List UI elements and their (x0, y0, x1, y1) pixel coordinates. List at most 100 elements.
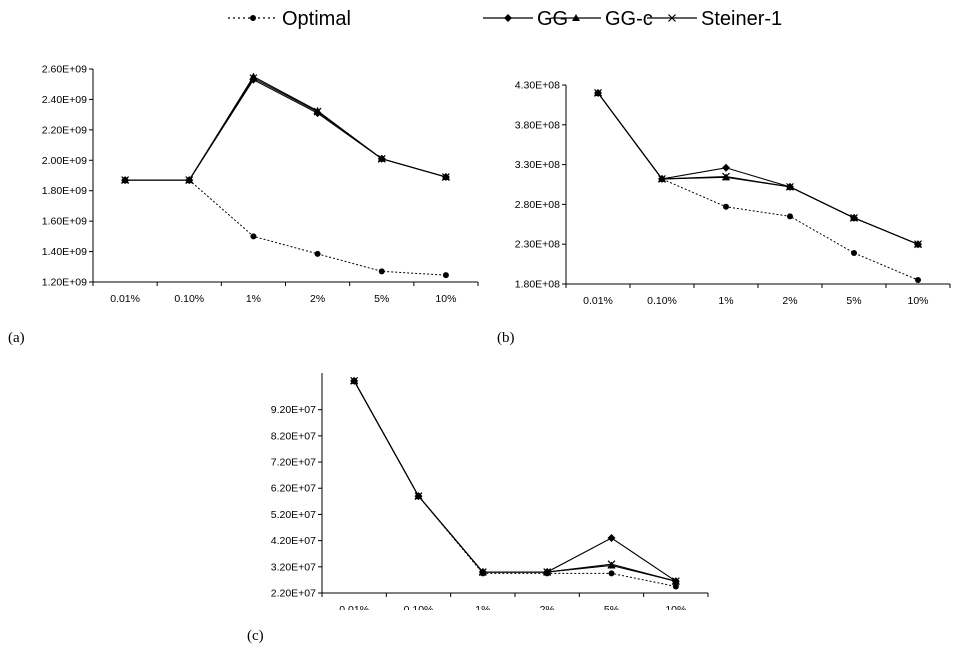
data-point-optimal (608, 570, 615, 577)
y-tick-label: 5.20E+07 (271, 509, 316, 521)
data-point-steiner-1 (414, 492, 423, 501)
panel-label-a: (a) (8, 330, 25, 346)
x-tick-label: 5% (604, 604, 619, 610)
y-tick-label: 4.30E+08 (515, 80, 560, 92)
data-point-optimal (787, 213, 793, 220)
data-point-steiner-1 (441, 173, 450, 181)
data-point-steiner-1 (722, 172, 730, 181)
data-point-steiner-1 (850, 214, 858, 222)
data-point-steiner-1 (185, 176, 194, 184)
y-tick-label: 1.60E+09 (42, 216, 87, 228)
y-tick-label: 2.00E+09 (42, 155, 87, 167)
x-tick-label: 2% (540, 604, 555, 610)
x-tick-label: 0.01% (110, 293, 140, 305)
y-tick-label: 1.40E+09 (42, 246, 87, 258)
panel-label-c: (c) (247, 628, 264, 644)
x-tick-label: 0.01% (339, 604, 369, 610)
y-tick-label: 2.20E+07 (271, 588, 316, 600)
legend-label: GG-c (605, 8, 653, 30)
y-tick-label: 2.80E+08 (515, 199, 560, 211)
legend-marker (250, 15, 256, 21)
x-tick-label: 10% (665, 604, 686, 610)
legend-marker (504, 14, 512, 22)
data-point-steiner-1 (350, 376, 359, 385)
data-point-gg (722, 163, 730, 172)
legend-item-gg-c: GG-c (551, 8, 653, 30)
data-point-optimal (250, 233, 257, 240)
x-tick-label: 5% (374, 293, 389, 305)
y-tick-label: 2.20E+09 (42, 124, 87, 136)
data-point-optimal (378, 268, 385, 275)
y-tick-label: 3.20E+07 (271, 561, 316, 573)
x-tick-label: 0.10% (174, 293, 204, 305)
y-tick-label: 9.20E+07 (271, 404, 316, 416)
legend-label: Steiner-1 (701, 8, 782, 30)
x-tick-label: 1% (246, 293, 261, 305)
data-point-steiner-1 (249, 74, 258, 83)
x-tick-label: 5% (846, 295, 861, 305)
data-point-optimal (851, 249, 857, 256)
legend-item-optimal: Optimal (228, 8, 351, 30)
y-tick-label: 2.30E+08 (515, 239, 560, 251)
y-tick-label: 6.20E+07 (271, 483, 316, 495)
data-point-steiner-1 (543, 568, 552, 576)
y-tick-label: 1.80E+08 (515, 279, 560, 291)
data-point-steiner-1 (377, 154, 386, 163)
data-point-steiner-1 (594, 89, 602, 97)
y-tick-label: 2.40E+09 (42, 94, 87, 106)
chart-c: 2.20E+07 3.20E+07 4.20E+07 5.20E+07 6.20E+07… (271, 373, 709, 610)
x-tick-label: 1% (718, 295, 733, 305)
data-point-optimal (672, 583, 679, 590)
series-line-steiner-1 (353, 380, 676, 582)
data-point-optimal (915, 277, 921, 284)
y-tick-label: 3.30E+08 (515, 159, 560, 171)
series-line-steiner-1 (597, 92, 919, 245)
legend-item-steiner-1: Steiner-1 (647, 8, 782, 30)
data-point-steiner-1 (313, 107, 322, 116)
x-tick-label: 2% (310, 293, 325, 305)
series-line-optimal (353, 380, 676, 587)
legend-item-gg: GG (483, 8, 568, 30)
chart-b: 1.80E+08 2.30E+08 2.80E+08 3.30E+08 3.80E+08… (515, 80, 951, 305)
chart-a: 1.20E+09 1.40E+09 1.60E+09 1.80E+09 2.00E+09… (42, 64, 479, 305)
y-tick-label: 4.20E+07 (271, 535, 316, 547)
data-point-steiner-1 (121, 176, 130, 184)
x-tick-label: 2% (782, 295, 797, 305)
data-point-steiner-1 (671, 577, 680, 586)
x-tick-label: 0.10% (404, 604, 434, 610)
data-point-optimal (314, 250, 321, 257)
x-tick-label: 10% (435, 293, 456, 305)
data-point-optimal (442, 272, 449, 279)
x-tick-label: 10% (907, 295, 928, 305)
y-tick-label: 1.80E+09 (42, 185, 87, 197)
x-tick-label: 0.10% (647, 295, 677, 305)
y-tick-label: 3.80E+08 (515, 119, 560, 131)
data-point-steiner-1 (478, 568, 487, 576)
series-line-steiner-1 (125, 77, 447, 181)
data-point-gg (607, 534, 616, 542)
x-tick-label: 1% (475, 604, 490, 610)
series-line-gg (597, 92, 919, 245)
series-line-gg-c (597, 92, 919, 245)
legend-label: Optimal (282, 8, 351, 30)
x-tick-label: 0.01% (583, 295, 613, 305)
data-point-optimal (723, 203, 729, 210)
series-line-optimal (125, 179, 446, 276)
y-tick-label: 8.20E+07 (271, 430, 316, 442)
data-point-gg-c (249, 72, 258, 80)
y-tick-label: 1.20E+09 (42, 277, 87, 289)
data-point-gg-c (313, 106, 322, 114)
legend-marker (668, 14, 676, 22)
series-line-optimal (597, 92, 919, 281)
data-point-steiner-1 (607, 560, 616, 569)
y-tick-label: 7.20E+07 (271, 457, 316, 469)
legend-label: GG (537, 8, 568, 30)
panel-label-b: (b) (497, 330, 515, 346)
legend-marker (572, 14, 580, 21)
series-line-gg-c (353, 380, 676, 582)
y-tick-label: 2.60E+09 (42, 64, 87, 76)
series-line-gg (353, 380, 677, 582)
series-line-gg-c (125, 75, 447, 181)
data-point-steiner-1 (786, 182, 794, 191)
data-point-steiner-1 (658, 175, 666, 183)
